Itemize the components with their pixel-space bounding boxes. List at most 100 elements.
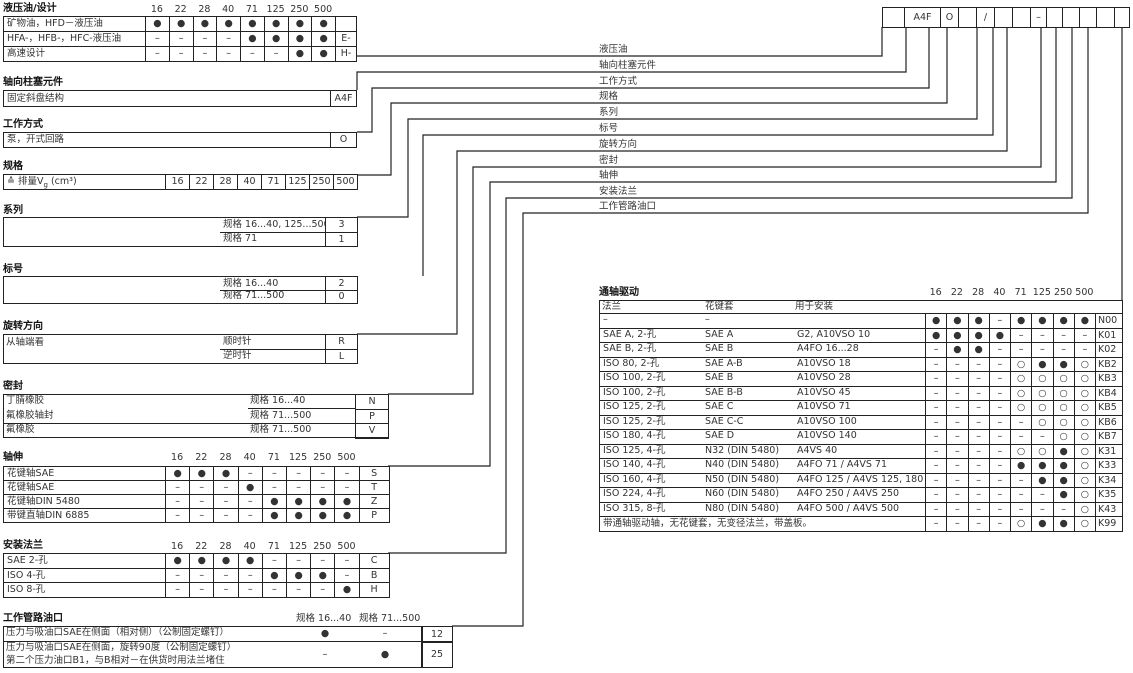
availability-cell: –: [213, 494, 239, 509]
availability-cell: ●: [967, 342, 990, 358]
availability-cell: –: [925, 487, 948, 503]
availability-cell: ●: [334, 508, 360, 523]
size-header: 28: [972, 287, 985, 298]
availability-cell: ●: [192, 16, 218, 32]
size-value: 500: [333, 174, 358, 190]
availability-cell: –: [286, 466, 312, 481]
option-code: T: [358, 480, 390, 495]
hub-cell: N50 (DIN 5480): [705, 473, 780, 485]
size-header: 28: [198, 4, 211, 15]
size-value: 28: [213, 174, 238, 190]
availability-cell: –: [988, 400, 1011, 416]
hub-cell: SAE A: [705, 328, 734, 340]
availability-cell: ●: [213, 553, 239, 569]
availability-cell: ○: [1031, 400, 1054, 416]
flange-cell: ISO 180, 4-孔: [603, 430, 666, 441]
availability-cell: ○: [1073, 501, 1096, 517]
availability-cell: –: [165, 567, 191, 583]
size-header: 22: [195, 452, 208, 463]
hub-cell: SAE B-B: [705, 386, 743, 398]
order-code-box: [882, 7, 905, 28]
order-code-box: A4F: [904, 7, 941, 28]
column-header: 法兰: [602, 301, 622, 312]
flange-title: 安装法兰: [3, 540, 43, 551]
row-label: 规格 71: [220, 232, 326, 247]
availability-cell: ●: [286, 508, 312, 523]
availability-cell: –: [310, 553, 336, 569]
flange-cell: ISO 100, 2-孔: [603, 372, 666, 383]
availability-cell: –: [261, 582, 287, 598]
hub-cell: N40 (DIN 5480): [705, 459, 780, 470]
order-code-box: /: [976, 7, 995, 28]
connector-line: [357, 27, 1008, 335]
hydraulic-title: 液压油/设计: [3, 3, 57, 14]
row-label: 顺时针: [220, 334, 326, 350]
flange-cell: ISO 100, 2-孔: [603, 386, 666, 398]
availability-cell: ●: [145, 16, 170, 32]
availability-cell: ●: [287, 16, 313, 32]
availability-cell: –: [192, 46, 218, 62]
availability-cell: –: [967, 385, 990, 401]
legend-label: 安装法兰: [599, 186, 638, 197]
option-code: H-: [335, 46, 357, 62]
availability-cell: –: [946, 385, 969, 401]
column-header: 用于安装: [795, 301, 834, 312]
availability-cell: –: [1031, 429, 1054, 445]
option-code: [335, 16, 357, 32]
option-code: K99: [1095, 516, 1123, 532]
hub-cell: N60 (DIN 5480): [705, 488, 780, 499]
availability-cell: –: [925, 400, 948, 416]
availability-cell: –: [286, 480, 312, 495]
ports-title: 工作管路油口: [3, 613, 63, 624]
availability-cell: ●: [263, 16, 289, 32]
availability-cell: –: [946, 400, 969, 416]
availability-cell: –: [1031, 327, 1054, 343]
availability-cell: ○: [1073, 356, 1096, 372]
availability-cell: ○: [1052, 429, 1075, 445]
size-header: 28: [219, 452, 232, 463]
size-header: 28: [219, 541, 232, 552]
option-code: K31: [1095, 443, 1123, 459]
availability-cell: ●: [311, 46, 336, 62]
availability-cell: ●: [1052, 443, 1075, 459]
availability-cell: –: [286, 553, 312, 569]
option-code: V: [355, 423, 389, 439]
mount-cell: A10VSO 18: [797, 357, 851, 369]
availability-cell: –: [946, 472, 969, 488]
mount-cell: G2, A10VSO 10: [797, 328, 871, 340]
option-code: 1: [325, 232, 358, 247]
connector-line: [357, 27, 930, 133]
shaft-title: 轴伸: [3, 452, 23, 463]
size-header: 16: [150, 4, 163, 15]
flange-cell: ISO 125, 2-孔: [603, 401, 666, 412]
option-code: K34: [1095, 472, 1123, 488]
size-label-prefix: ≙ 排量V: [7, 176, 44, 187]
legend-label: 密封: [599, 155, 619, 166]
availability-cell: ●: [925, 327, 948, 343]
option-code: C: [358, 553, 390, 569]
legend-label: 旋转方向: [599, 139, 638, 150]
connector-line: [388, 27, 1042, 395]
availability-cell: ○: [1010, 371, 1033, 387]
availability-cell: –: [967, 472, 990, 488]
availability-cell: –: [988, 385, 1011, 401]
availability-cell: ○: [1010, 516, 1033, 532]
option-code: A4F: [330, 90, 357, 107]
connector-line: [388, 27, 1073, 554]
size-header: 250: [290, 4, 309, 15]
availability-cell: ○: [1073, 487, 1096, 503]
option-code: KB5: [1095, 400, 1123, 416]
availability-cell: ●: [237, 480, 263, 495]
availability-cell: –: [237, 466, 263, 481]
option-code: KB4: [1095, 385, 1123, 401]
size-header: 40: [243, 452, 256, 463]
availability-cell: –: [213, 508, 239, 523]
index-title: 标号: [3, 264, 23, 275]
column-header: 花键套: [705, 301, 734, 312]
availability-cell: ●: [334, 582, 360, 598]
option-code: 2: [325, 276, 358, 291]
through-row: [599, 313, 926, 329]
availability-cell: –: [1010, 487, 1033, 503]
row-label: 规格 71...500: [220, 290, 326, 304]
